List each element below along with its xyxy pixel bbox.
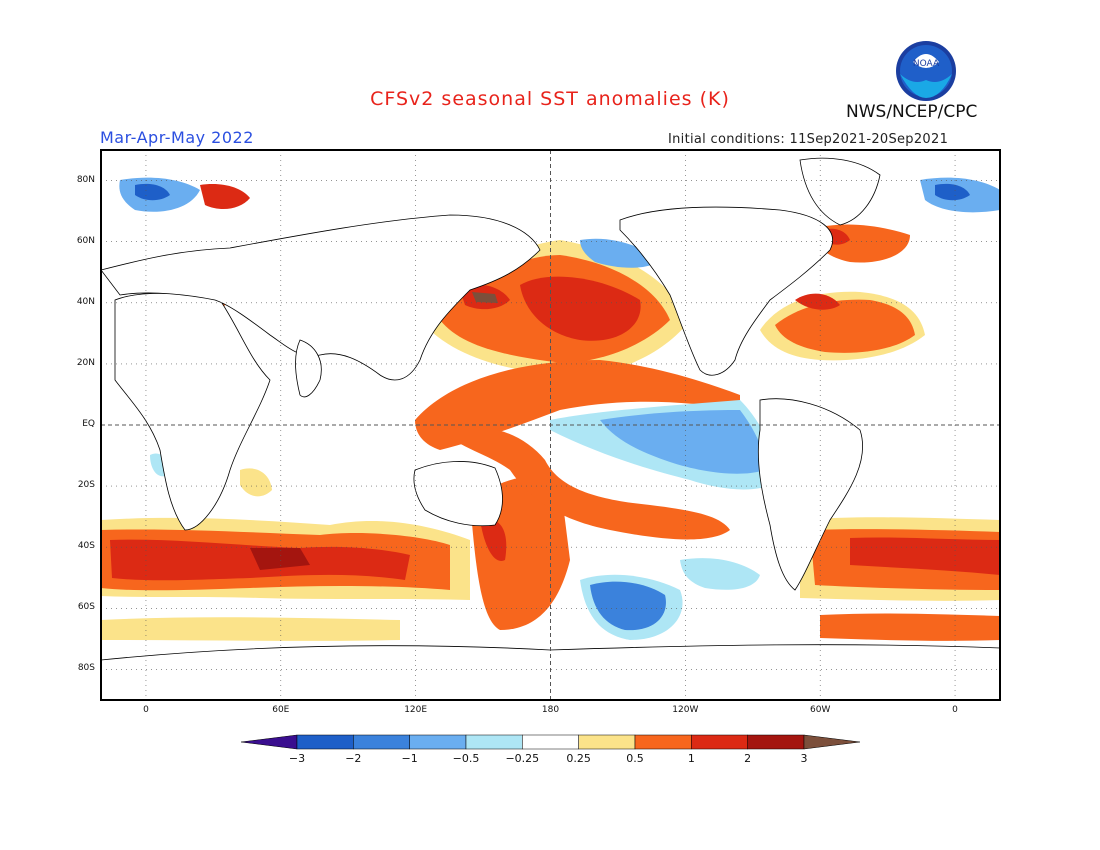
colorbar-swatch bbox=[465, 734, 523, 750]
colorbar bbox=[240, 734, 861, 750]
colorbar-tick-label: −2 bbox=[345, 752, 362, 765]
lon-tick-label: 120W bbox=[672, 705, 699, 715]
grid-lines bbox=[101, 150, 1000, 700]
colorbar-swatch bbox=[578, 734, 636, 750]
lon-tick-label: 120E bbox=[404, 705, 428, 715]
colorbar-tick-label: −0.5 bbox=[452, 752, 480, 765]
svg-text:NOAA: NOAA bbox=[913, 59, 940, 69]
lat-tick-label: 20N bbox=[76, 357, 95, 368]
colorbar-min-arrow bbox=[240, 734, 298, 750]
colorbar-tick-label: −1 bbox=[401, 752, 418, 765]
colorbar-tick-label: −0.25 bbox=[505, 752, 540, 765]
chart-title: CFSv2 seasonal SST anomalies (K) bbox=[370, 88, 730, 110]
lat-tick-label: 80N bbox=[76, 174, 95, 185]
colorbar-swatch bbox=[296, 734, 354, 750]
colorbar-swatch bbox=[747, 734, 805, 750]
colorbar-swatch bbox=[353, 734, 410, 750]
colorbar-tick-label: 2 bbox=[744, 752, 752, 765]
colorbar-swatch bbox=[634, 734, 692, 750]
initial-conditions-label: Initial conditions: 11Sep2021-20Sep2021 bbox=[668, 132, 949, 147]
anomaly-field bbox=[101, 177, 1000, 641]
colorbar-tick-label: −3 bbox=[288, 752, 306, 765]
map-frame bbox=[100, 149, 1001, 701]
colorbar-swatch bbox=[691, 734, 748, 750]
noaa-logo: NOAA bbox=[895, 40, 957, 102]
lon-tick-label: 180 bbox=[541, 705, 560, 715]
agency-label: NWS/NCEP/CPC bbox=[846, 102, 978, 122]
lat-tick-label: 60S bbox=[77, 602, 95, 613]
colorbar-tick-label: 0.25 bbox=[566, 752, 591, 765]
lon-tick-label: 0 bbox=[952, 705, 958, 715]
colorbar-tick-label: 1 bbox=[687, 752, 695, 765]
colorbar-swatch bbox=[522, 734, 579, 750]
lat-tick-label: 60N bbox=[76, 235, 95, 246]
season-label: Mar-Apr-May 2022 bbox=[100, 128, 254, 147]
colorbar-tick-label: 0.5 bbox=[626, 752, 644, 765]
lat-tick-label: EQ bbox=[82, 419, 95, 429]
lon-tick-label: 60E bbox=[272, 705, 290, 715]
colorbar-tick-label: 3 bbox=[800, 752, 808, 765]
lon-tick-label: 0 bbox=[143, 705, 149, 715]
lat-tick-label: 40S bbox=[77, 541, 95, 552]
lat-tick-label: 20S bbox=[77, 480, 95, 491]
lon-tick-label: 60W bbox=[810, 705, 831, 715]
colorbar-max-arrow bbox=[803, 734, 861, 750]
lat-tick-label: 80S bbox=[77, 663, 95, 674]
colorbar-swatch bbox=[409, 734, 467, 750]
continent-outlines bbox=[101, 157, 1000, 700]
lat-tick-label: 40N bbox=[76, 296, 95, 307]
